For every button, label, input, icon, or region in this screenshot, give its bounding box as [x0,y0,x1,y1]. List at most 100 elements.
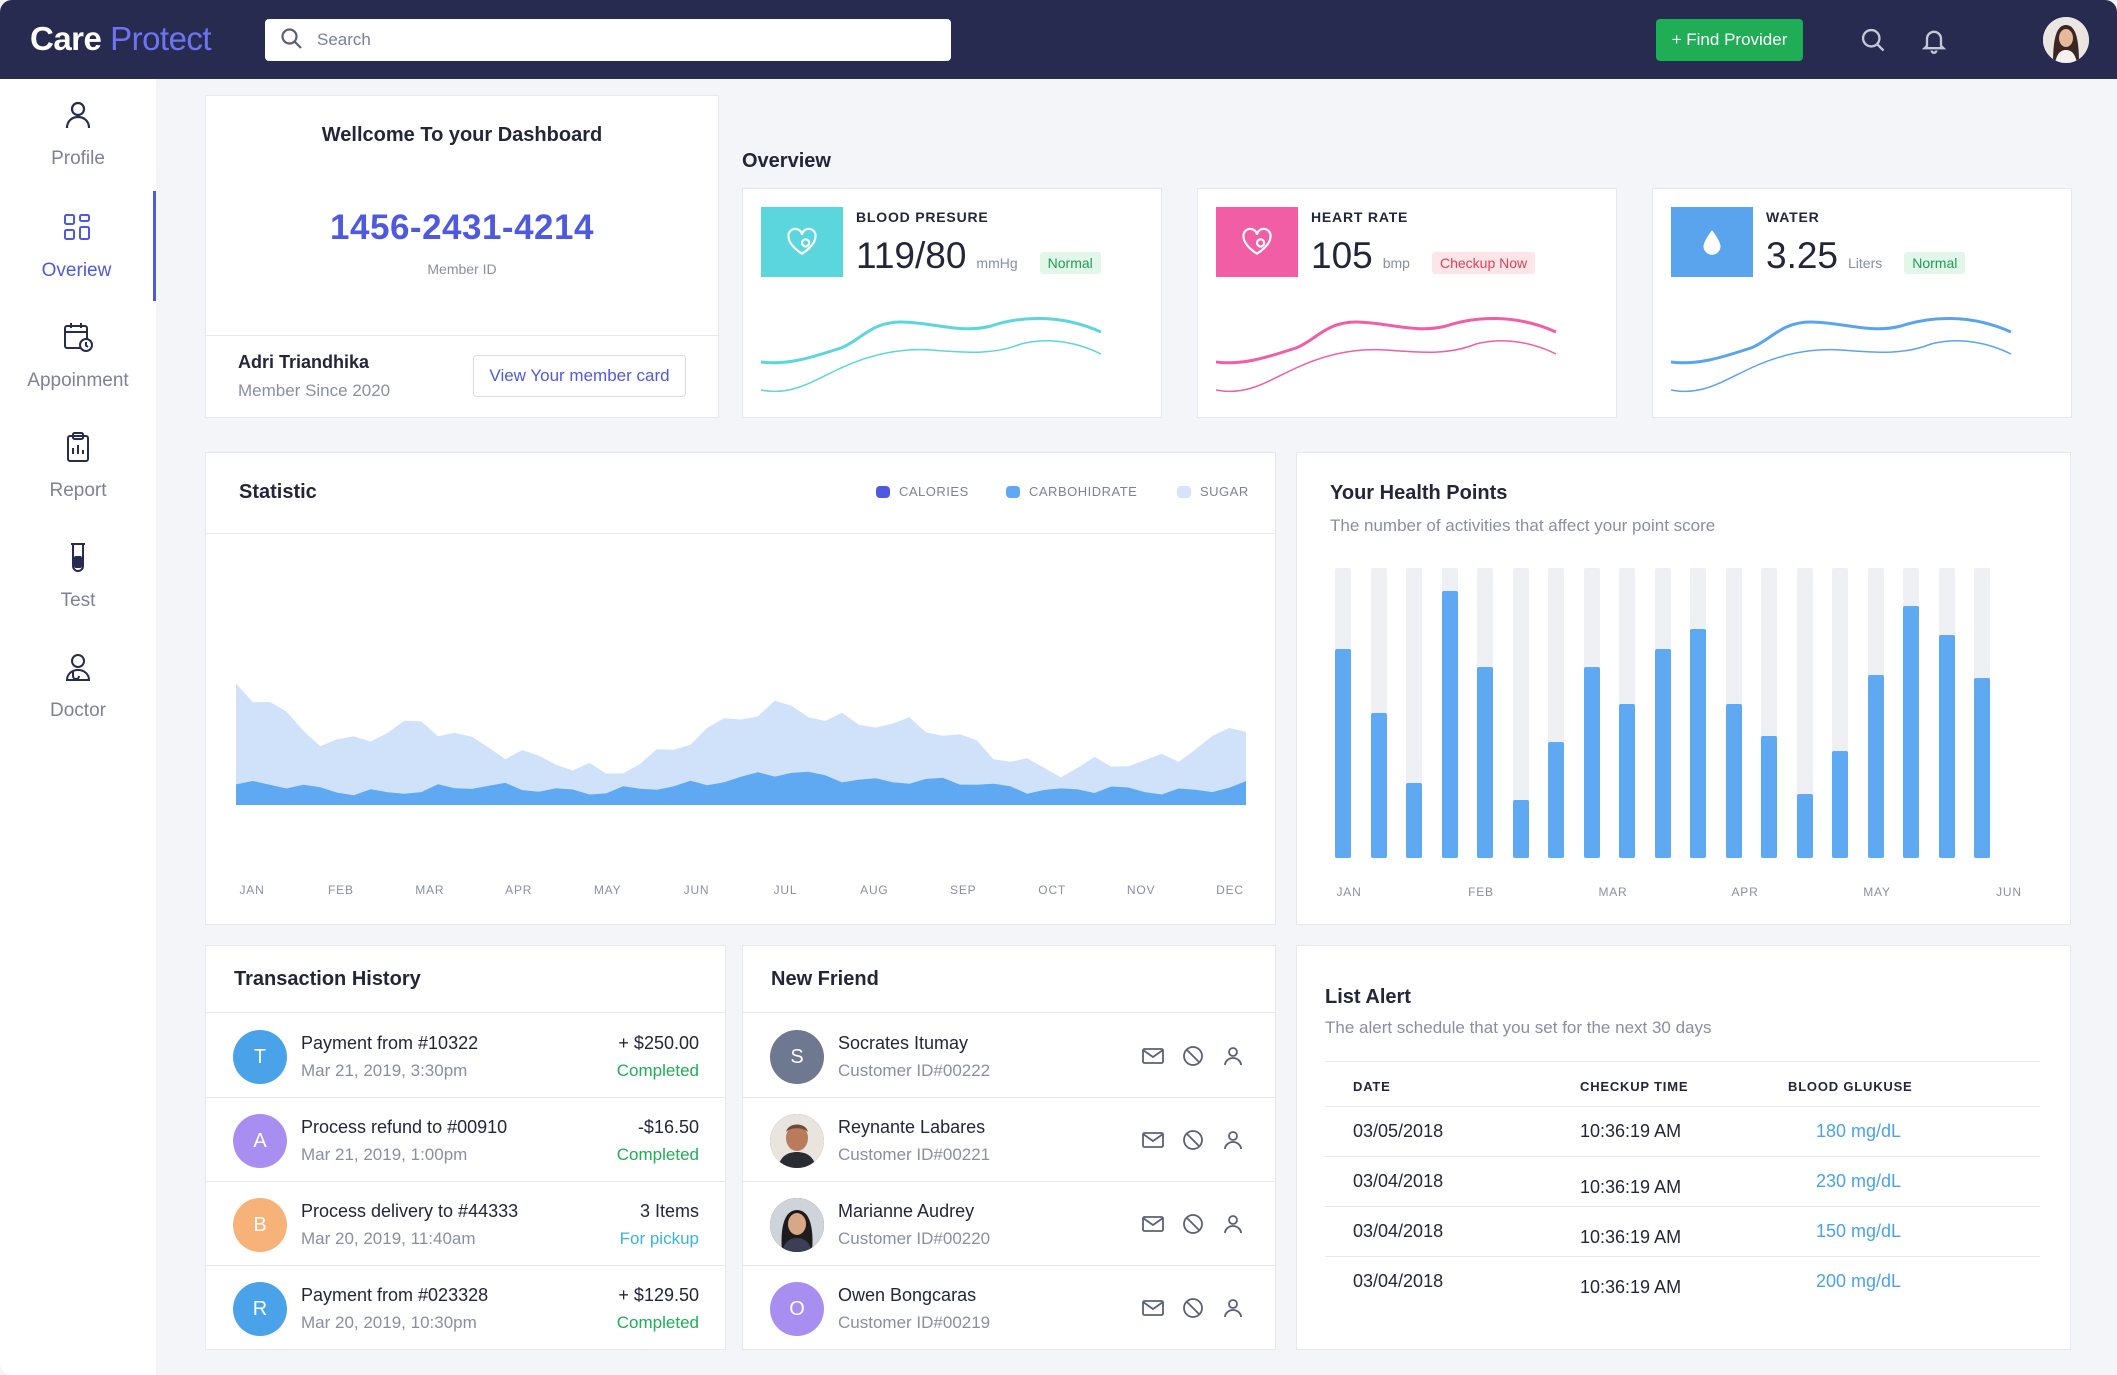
view-member-card-button[interactable]: View Your member card [473,355,686,397]
sidebar-item-test[interactable]: Test [0,521,156,631]
search-box [265,19,951,61]
statistic-card: Statistic CALORIES CARBOHIDRATE SUGAR JA… [205,452,1276,925]
find-provider-button[interactable]: + Find Provider [1656,19,1803,61]
x-axis-tick: NOV [1126,883,1156,897]
transaction-date: Mar 21, 2019, 1:00pm [301,1145,468,1164]
health-point-bar[interactable] [1335,649,1351,858]
list-alert-card: List Alert The alert schedule that you s… [1296,945,2071,1350]
transaction-status: Completed [616,1145,699,1164]
transaction-row[interactable]: R Payment from #023328 Mar 20, 2019, 10:30… [206,1266,725,1350]
health-point-bar[interactable] [1725,704,1742,858]
sidebar-item-profile[interactable]: Profile [0,79,156,189]
health-point-bar[interactable] [1761,736,1777,858]
brand-name-part1: Care [30,20,102,57]
health-point-bar[interactable] [1548,742,1564,858]
alert-row[interactable]: 03/05/2018 10:36:19 AM 180 mg/dL [1325,1106,2040,1156]
column-header-blood-glucose: BLOOD GLUKUSE [1788,1079,1913,1094]
health-point-bar[interactable] [1406,782,1422,858]
alert-row[interactable]: 03/04/2018 10:36:19 AM 200 mg/dL [1325,1256,2040,1306]
health-point-bar[interactable] [1441,591,1458,858]
x-axis-tick: JAN [239,883,265,897]
user-profile-icon[interactable] [1221,1128,1245,1152]
health-point-bar[interactable] [1583,666,1600,858]
transaction-amount: -$16.50 [637,1117,699,1137]
alert-checkup-time: 10:36:19 AM [1580,1227,1682,1247]
friend-row[interactable]: Reynante Labares Customer ID#00221 [743,1098,1275,1182]
x-axis-tick: MAR [1598,885,1628,899]
health-point-bar[interactable] [1512,800,1529,858]
alert-row[interactable]: 03/04/2018 10:36:19 AM 230 mg/dL [1325,1156,2040,1206]
brand-logo[interactable]: Care Protect [30,20,212,58]
block-icon[interactable] [1181,1128,1205,1152]
overview-card-water[interactable]: WATER 3.25 Liters Normal [1652,188,2072,418]
clipboard-icon [61,430,95,470]
sidebar-item-appointment[interactable]: Appoinment [0,301,156,411]
health-point-bar[interactable] [1619,704,1635,858]
user-profile-icon[interactable] [1221,1044,1245,1068]
transaction-title: Process delivery to #44333 [301,1201,519,1221]
health-point-bar[interactable] [1690,628,1706,858]
overview-card-heart-rate[interactable]: HEART RATE 105 bmp Checkup Now [1197,188,1617,418]
mail-icon[interactable] [1141,1128,1165,1152]
health-point-bar[interactable] [1796,794,1813,858]
sidebar-item-overview[interactable]: Overiew [0,191,156,301]
alert-date: 03/04/2018 [1353,1271,1444,1291]
user-avatar[interactable] [2043,17,2089,63]
overview-card-blood-pressure[interactable]: BLOOD PRESURE 119/80 mmHg Normal [742,188,1162,418]
search-input[interactable] [317,30,917,50]
block-icon[interactable] [1181,1296,1205,1320]
sidebar-item-label: Doctor [50,700,106,721]
health-point-bar[interactable] [1832,750,1848,858]
health-point-bar[interactable] [1654,649,1671,858]
mail-icon[interactable] [1141,1044,1165,1068]
user-icon [61,98,95,138]
transaction-row[interactable]: T Payment from #10322 Mar 21, 2019, 3:30pm… [206,1014,725,1098]
sidebar-item-report[interactable]: Report [0,411,156,521]
health-point-bar[interactable] [1867,675,1884,858]
transaction-row[interactable]: B Process delivery to #44333 Mar 20, 2019,… [206,1182,725,1266]
series-area-calories [236,771,1246,805]
health-point-bar[interactable] [1974,678,1990,858]
sidebar-item-doctor[interactable]: Doctor [0,631,156,741]
notification-bell-icon[interactable] [1918,24,1950,56]
block-icon[interactable] [1181,1212,1205,1236]
brand-name-part2: Protect [110,20,212,57]
friend-customer-id: Customer ID#00219 [838,1313,991,1332]
alert-date: 03/05/2018 [1353,1121,1444,1141]
mail-icon[interactable] [1141,1296,1165,1320]
transaction-row[interactable]: A Process refund to #00910 Mar 21, 2019, 1… [206,1098,725,1182]
avatar: B [233,1198,287,1252]
alert-row[interactable]: 03/04/2018 10:36:19 AM 150 mg/dL [1325,1206,2040,1256]
friend-row[interactable]: Marianne Audrey Customer ID#00220 [743,1182,1275,1266]
friend-row[interactable]: O Owen Bongcaras Customer ID#00219 [743,1266,1275,1350]
new-friend-title: New Friend [771,968,879,990]
search-icon [279,26,303,55]
status-badge: Normal [1039,252,1101,274]
status-badge: Normal [1904,252,1966,274]
transaction-status: Completed [616,1061,699,1080]
friend-actions [1141,1044,1245,1068]
test-tube-icon [61,540,95,580]
user-profile-icon[interactable] [1221,1212,1245,1236]
user-profile-icon[interactable] [1221,1296,1245,1320]
x-axis-tick: FEB [328,883,354,897]
health-point-bar[interactable] [1938,634,1955,858]
health-point-bar[interactable] [1903,605,1919,858]
friend-name: Owen Bongcaras [838,1285,977,1305]
search-icon[interactable] [1857,24,1889,56]
welcome-card: Wellcome To your Dashboard 1456-2431-421… [205,95,719,418]
member-id-number: 1456-2431-4214 [330,208,594,247]
metric-label: WATER [1766,209,1820,225]
legend-label: SUGAR [1200,484,1249,499]
divider [206,335,718,336]
health-point-bar[interactable] [1477,666,1493,858]
legend-item-calories: CALORIES [876,484,969,499]
mail-icon[interactable] [1141,1212,1165,1236]
statistic-title: Statistic [239,481,317,503]
x-axis-tick: MAR [415,883,445,897]
alert-checkup-time: 10:36:19 AM [1580,1121,1682,1141]
friend-row[interactable]: S Socrates Itumay Customer ID#00222 [743,1014,1275,1098]
bar-track [1796,568,1813,858]
block-icon[interactable] [1181,1044,1205,1068]
health-point-bar[interactable] [1370,713,1387,858]
